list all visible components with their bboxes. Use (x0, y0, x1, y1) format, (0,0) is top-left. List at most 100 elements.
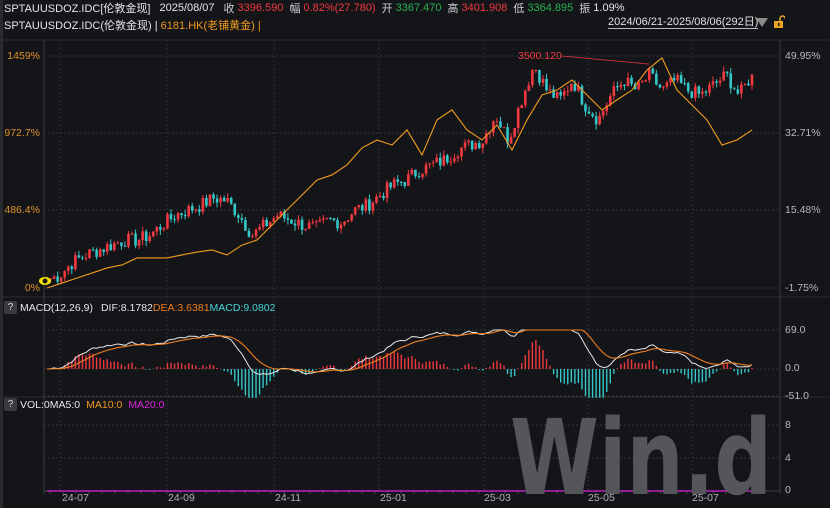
candle-body (736, 89, 740, 94)
candle-body (484, 133, 488, 144)
candle-body (708, 84, 711, 93)
x-axis-label: 25-01 (380, 492, 407, 504)
candle-body (240, 217, 244, 220)
amp-value: 1.09% (593, 2, 625, 14)
series-legend: SPTAUUSDOZ.IDC(伦敦金现) | 6181.HK(老铺黄金) | (4, 17, 261, 33)
candle-body (134, 233, 137, 246)
candle-body (672, 77, 676, 81)
candle-body (198, 209, 201, 212)
macd-legend: ? MACD(12,26,9) DIF:8.1782 DEA:3.6381 MA… (4, 301, 275, 314)
candle-body (531, 70, 534, 86)
candle-body (683, 82, 686, 84)
left-axis-label: 0% (24, 282, 40, 294)
candle-body (332, 218, 336, 221)
candle-body (137, 240, 141, 246)
candle-body (718, 80, 722, 83)
vol-axis-label: 8 (785, 419, 791, 431)
candle-body (169, 214, 173, 220)
candle-body (113, 243, 116, 251)
change-value: 0.82%(27.780) (303, 2, 376, 14)
candle-body (343, 221, 346, 225)
candle-body (587, 111, 591, 114)
symbol-title[interactable]: SPTAUUSDOZ.IDC[伦敦金现] (4, 3, 151, 15)
candle-body (120, 242, 123, 246)
candle-body (226, 197, 229, 202)
candle-body (63, 271, 67, 278)
question-icon[interactable]: ? (4, 301, 17, 314)
candle-body (123, 245, 127, 247)
candle-body (399, 181, 403, 183)
candle-body (601, 111, 605, 116)
candle-body (534, 69, 538, 71)
right-axis-label: -1.75% (785, 282, 819, 294)
candle-body (690, 91, 694, 98)
x-axis-label: 25-07 (692, 492, 719, 504)
left-axis-label: 1459% (7, 50, 40, 62)
left-axis-label: 486.4% (4, 204, 40, 216)
candle-body (562, 91, 566, 96)
date-range-selector[interactable]: 2024/06/21-2025/08/06(292日) (608, 16, 759, 29)
candle-body (353, 207, 357, 215)
candle-body (275, 216, 279, 219)
window-edge (0, 0, 3, 508)
candle-body (548, 89, 552, 91)
candle-body (368, 199, 371, 211)
triangle-down-icon[interactable] (756, 18, 768, 27)
unlock-icon[interactable] (773, 15, 785, 29)
candle-body (378, 195, 382, 197)
candle-body (552, 89, 555, 98)
candle-body (623, 84, 626, 86)
candle-body (286, 218, 290, 220)
candle-body (56, 276, 59, 282)
x-axis-label: 24-07 (62, 492, 89, 504)
candle-body (116, 242, 120, 244)
candle-body (293, 223, 297, 226)
candle-body (580, 86, 584, 105)
candle-body (594, 116, 598, 125)
candle-body (513, 128, 516, 137)
candle-body (329, 217, 332, 219)
candle-body (205, 197, 208, 206)
candle-body (297, 219, 300, 226)
candle-body (626, 77, 630, 86)
candle-body (127, 233, 130, 247)
candle-body (201, 197, 205, 212)
candle-body (194, 209, 198, 211)
right-axis-label: 49.95% (785, 50, 821, 62)
candle-body (545, 78, 548, 91)
macd-title[interactable]: MACD(12,26,9) (20, 301, 93, 314)
candle-body (91, 249, 95, 251)
candle-body (577, 86, 580, 91)
candle-body (506, 127, 509, 144)
candle-body (725, 71, 729, 74)
candle-body (95, 249, 98, 257)
candle-body (704, 91, 708, 93)
candle-body (52, 276, 56, 279)
candle-body (176, 213, 180, 220)
candle-body (389, 182, 392, 188)
candle-body (265, 219, 268, 227)
candle-body (740, 84, 743, 94)
vol-legend: ? VOL:0MA5:0 MA10:0 MA20:0 (4, 398, 165, 411)
candle-body (538, 69, 541, 83)
quote-header: SPTAUUSDOZ.IDC[伦敦金现] 2025/08/07 收 3396.5… (4, 1, 624, 15)
candle-body (141, 231, 144, 241)
candle-body (339, 224, 343, 229)
vol-title[interactable]: VOL:0MA5:0 (20, 398, 81, 411)
candle-body (559, 92, 562, 96)
vol-ma10: MA10:0 (86, 398, 123, 411)
candle-body (155, 226, 159, 232)
legend-gold[interactable]: SPTAUUSDOZ.IDC(伦敦金现) | (4, 20, 158, 32)
macd-dea-line (46, 329, 753, 373)
candle-body (166, 214, 169, 229)
candle-body (584, 104, 587, 112)
candle-body (460, 147, 463, 157)
legend-hk[interactable]: 6181.HK(老铺黄金) | (160, 20, 261, 32)
high-value: 3401.908 (461, 2, 508, 14)
candle-body (495, 121, 499, 123)
candle-body (492, 121, 495, 133)
candle-body (608, 96, 612, 106)
question-icon[interactable]: ? (4, 398, 17, 411)
candle-body (279, 211, 283, 217)
